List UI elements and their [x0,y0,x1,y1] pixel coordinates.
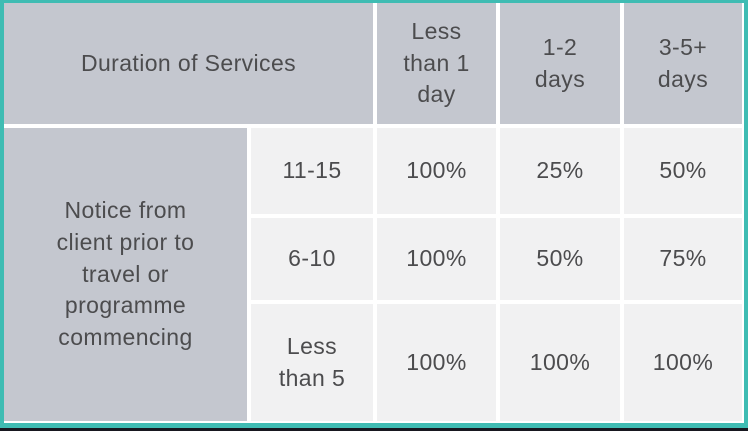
cell-less-than-5-1-2-days: 100% [500,304,620,421]
column-header-1-2-days: 1-2 days [500,3,620,124]
cell-6-10-less-than-1-day: 100% [377,218,496,300]
cell-6-10-3-5-plus-days: 75% [624,218,742,300]
row-group-label-notice-from-client: Notice from client prior to travel or pr… [4,128,247,421]
cell-less-than-5-3-5-plus-days: 100% [624,304,742,421]
cell-11-15-1-2-days: 25% [500,128,620,214]
table-grid: Duration of Services Less than 1 day 1-2… [4,3,744,423]
row-label-6-10: 6-10 [251,218,373,300]
row-label-less-than-5: Less than 5 [251,304,373,421]
cell-6-10-1-2-days: 50% [500,218,620,300]
column-header-3-5-plus-days: 3-5+ days [624,3,742,124]
cell-less-than-5-less-than-1-day: 100% [377,304,496,421]
cell-11-15-3-5-plus-days: 50% [624,128,742,214]
corner-header-duration-of-services: Duration of Services [4,3,373,124]
column-header-less-than-1-day: Less than 1 day [377,3,496,124]
row-label-11-15: 11-15 [251,128,373,214]
cell-11-15-less-than-1-day: 100% [377,128,496,214]
